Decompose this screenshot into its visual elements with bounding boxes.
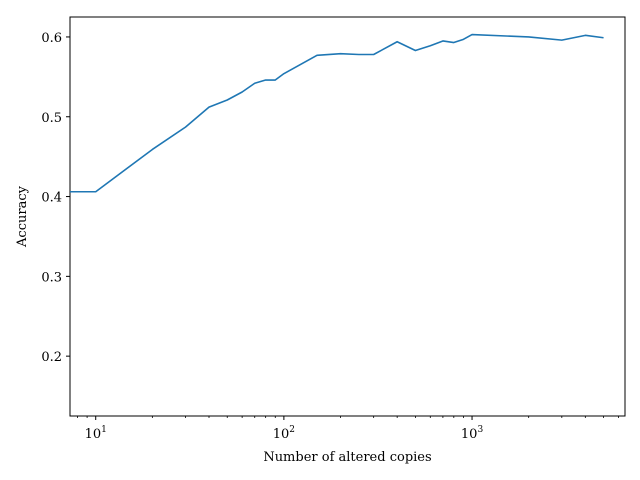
y-tick-label: 0.5 — [41, 111, 62, 126]
plot-frame — [69, 16, 626, 417]
y-tick-label: 0.6 — [41, 31, 62, 46]
x-tick-label: 102 — [273, 425, 295, 442]
y-axis-ticks: 0.2 0.3 0.4 0.5 0.6 — [41, 31, 70, 365]
x-tick-label: 103 — [461, 425, 484, 442]
x-axis-label: Number of altered copies — [263, 450, 431, 465]
y-tick-label: 0.2 — [41, 350, 62, 365]
x-axis-ticks: 101 102 103 — [77, 416, 619, 442]
series-layer — [70, 33, 604, 193]
y-tick-label: 0.3 — [41, 270, 62, 285]
x-tick-label: 101 — [85, 425, 107, 442]
y-tick-label: 0.4 — [41, 191, 62, 206]
y-axis-label: Accuracy — [15, 185, 30, 248]
series-line-0 — [70, 33, 604, 193]
